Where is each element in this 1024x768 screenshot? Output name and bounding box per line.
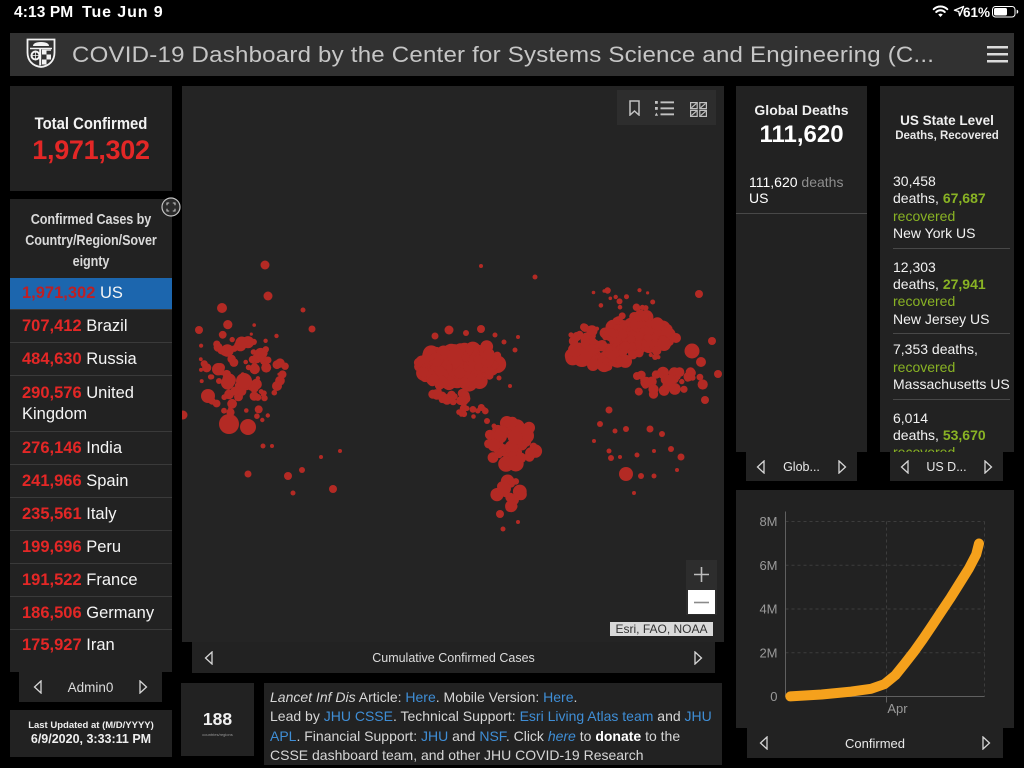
svg-text:2M: 2M	[759, 645, 777, 660]
svg-text:0: 0	[770, 689, 777, 704]
svg-text:8M: 8M	[759, 514, 777, 529]
svg-text:6M: 6M	[759, 558, 777, 573]
svg-text:4M: 4M	[759, 602, 777, 617]
svg-text:Apr: Apr	[887, 701, 908, 716]
